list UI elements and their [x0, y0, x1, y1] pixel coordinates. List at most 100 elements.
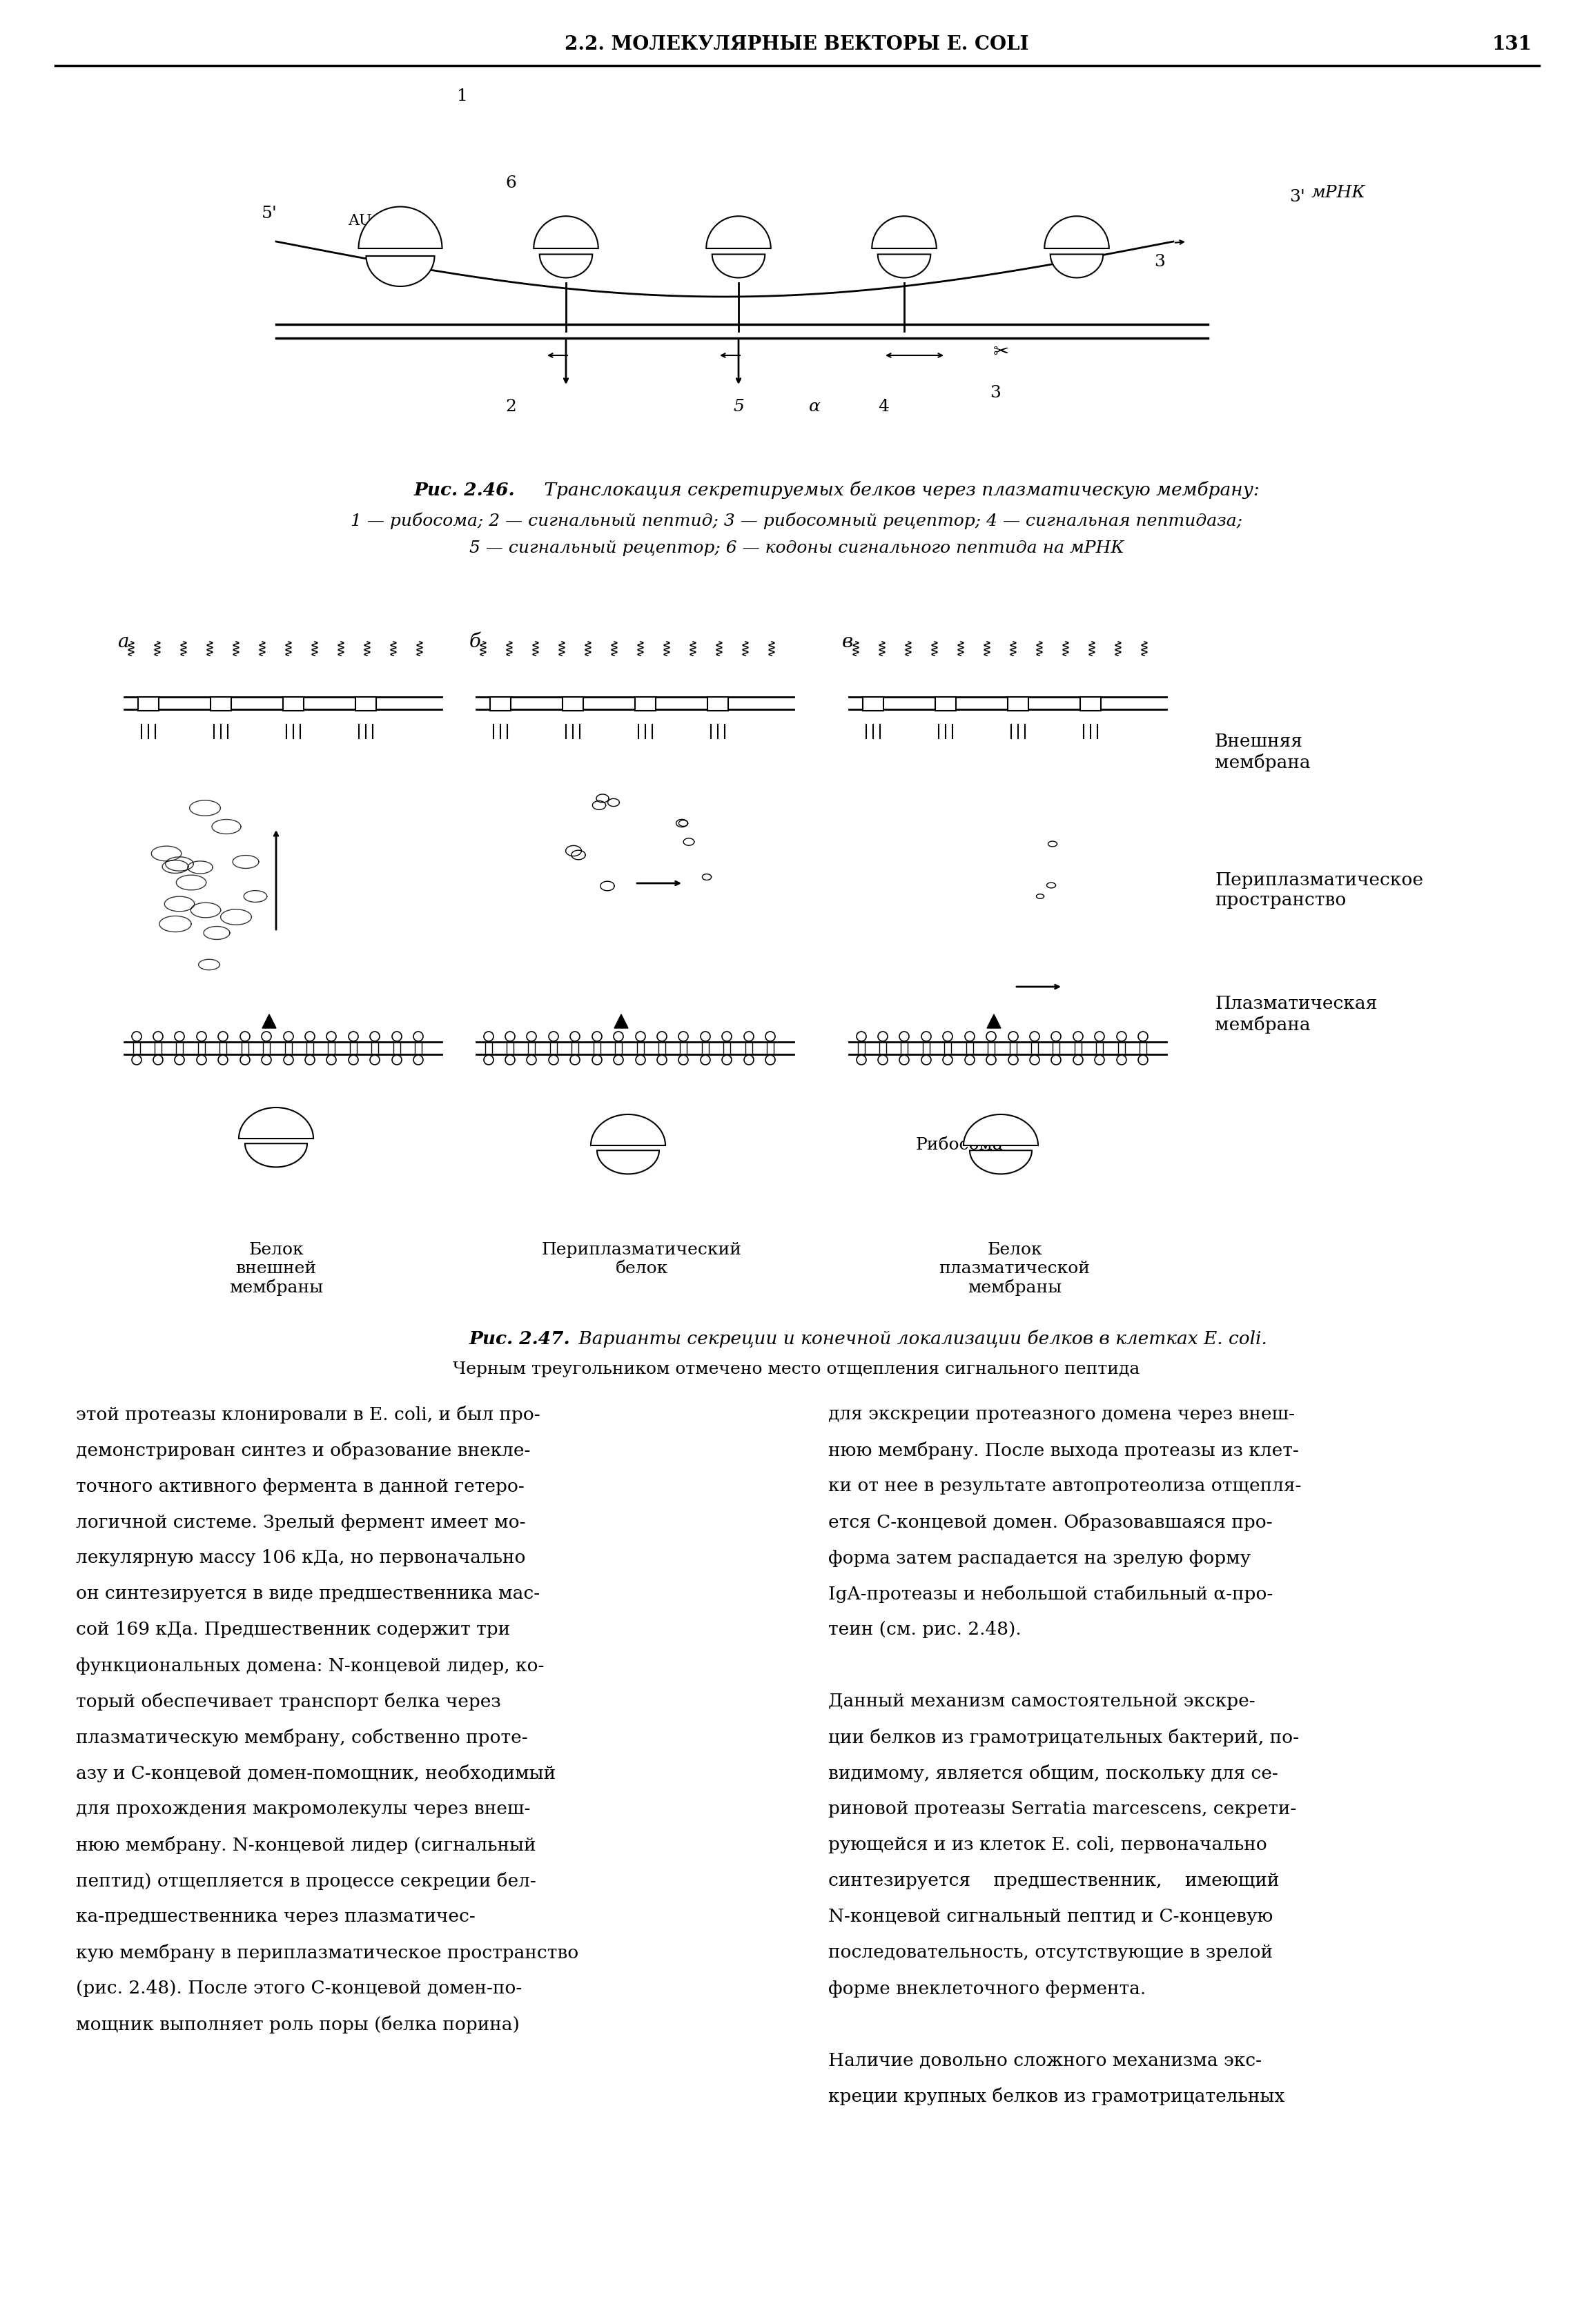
Circle shape [153, 1055, 162, 1064]
Text: 1: 1 [457, 88, 468, 105]
Circle shape [306, 1032, 315, 1041]
Text: в: в [843, 632, 854, 651]
Circle shape [218, 1032, 228, 1041]
Polygon shape [245, 1143, 307, 1167]
Bar [491, 697, 511, 711]
Polygon shape [706, 216, 771, 249]
Circle shape [965, 1032, 975, 1041]
Text: ется C-концевой домен. Образовавшаяся про-: ется C-концевой домен. Образовавшаяся пр… [828, 1513, 1273, 1532]
Text: нюю мембрану. N-концевой лидер (сигнальный: нюю мембрану. N-концевой лидер (сигнальн… [76, 1836, 535, 1855]
Circle shape [241, 1032, 250, 1041]
Text: плазматическую мембрану, собственно проте-: плазматическую мембрану, собственно прот… [76, 1729, 527, 1745]
Text: логичной системе. Зрелый фермент имеет мо-: логичной системе. Зрелый фермент имеет м… [76, 1513, 526, 1532]
Text: мРНК: мРНК [1311, 186, 1365, 202]
Circle shape [593, 1055, 602, 1064]
Text: 5': 5' [261, 207, 277, 221]
Circle shape [261, 1032, 271, 1041]
Text: 2: 2 [505, 400, 516, 416]
Polygon shape [540, 253, 593, 279]
Text: для экскреции протеазного домена через внеш-: для экскреции протеазного домена через в… [828, 1406, 1295, 1422]
Circle shape [943, 1055, 953, 1064]
Circle shape [722, 1032, 731, 1041]
Text: форме внеклеточного фермента.: форме внеклеточного фермента. [828, 1980, 1145, 1996]
Text: ки от нее в результате автопротеолиза отщепля-: ки от нее в результате автопротеолиза от… [828, 1478, 1301, 1494]
Text: Наличие довольно сложного механизма экс-: Наличие довольно сложного механизма экс- [828, 2052, 1262, 2068]
Bar [210, 697, 231, 711]
Circle shape [943, 1032, 953, 1041]
Text: форма затем распадается на зрелую форму: форма затем распадается на зрелую форму [828, 1550, 1251, 1566]
Circle shape [261, 1055, 271, 1064]
Circle shape [548, 1055, 559, 1064]
Circle shape [1074, 1032, 1083, 1041]
Text: функциональных домена: N-концевой лидер, ко-: функциональных домена: N-концевой лидер,… [76, 1657, 545, 1673]
Polygon shape [712, 253, 765, 279]
Text: последовательность, отсутствующие в зрелой: последовательность, отсутствующие в зрел… [828, 1945, 1273, 1961]
Text: для прохождения макромолекулы через внеш-: для прохождения макромолекулы через внеш… [76, 1801, 530, 1817]
Text: рующейся и из клеток E. coli, первоначально: рующейся и из клеток E. coli, первоначал… [828, 1836, 1266, 1855]
Text: Рис. 2.46.: Рис. 2.46. [414, 481, 515, 500]
Text: лекулярную массу 106 кДа, но первоначально: лекулярную массу 106 кДа, но первоначаль… [76, 1550, 526, 1566]
Text: Периплазматическое
пространство: Периплазматическое пространство [1215, 872, 1423, 909]
Circle shape [153, 1032, 162, 1041]
Circle shape [505, 1032, 515, 1041]
Text: синтезируется    предшественник,    имеющий: синтезируется предшественник, имеющий [828, 1873, 1279, 1889]
Polygon shape [1045, 216, 1109, 249]
Bar [139, 697, 159, 711]
Text: видимому, является общим, поскольку для се-: видимому, является общим, поскольку для … [828, 1764, 1278, 1783]
Polygon shape [534, 216, 599, 249]
Circle shape [392, 1055, 401, 1064]
Text: 3: 3 [989, 386, 1000, 402]
Text: демонстрирован синтез и образование внекле-: демонстрирован синтез и образование внек… [76, 1441, 530, 1459]
Circle shape [527, 1055, 537, 1064]
Polygon shape [871, 216, 937, 249]
Text: ✂: ✂ [992, 342, 1008, 363]
Circle shape [1029, 1032, 1040, 1041]
Circle shape [1137, 1032, 1149, 1041]
Circle shape [1137, 1055, 1149, 1064]
Circle shape [613, 1032, 623, 1041]
Text: Данный механизм самостоятельной экскре-: Данный механизм самостоятельной экскре- [828, 1692, 1255, 1710]
Circle shape [370, 1032, 379, 1041]
Text: Варианты секреции и конечной локализации белков в клетках E. coli.: Варианты секреции и конечной локализации… [573, 1329, 1266, 1348]
Text: N-концевой сигнальный пептид и C-концевую: N-концевой сигнальный пептид и C-концеву… [828, 1908, 1273, 1927]
Circle shape [986, 1032, 996, 1041]
Circle shape [656, 1055, 667, 1064]
Circle shape [196, 1055, 207, 1064]
Polygon shape [970, 1150, 1032, 1174]
Text: 5: 5 [733, 400, 744, 416]
Circle shape [744, 1055, 753, 1064]
Circle shape [636, 1055, 645, 1064]
Circle shape [284, 1032, 293, 1041]
Polygon shape [597, 1150, 660, 1174]
Circle shape [392, 1032, 401, 1041]
Circle shape [766, 1055, 776, 1064]
Bar [562, 697, 583, 711]
Text: 4: 4 [878, 400, 889, 416]
Text: Белок
плазматической
мембраны: Белок плазматической мембраны [938, 1241, 1090, 1297]
Circle shape [306, 1055, 315, 1064]
Text: Черным треугольником отмечено место отщепления сигнального пептида: Черным треугольником отмечено место отще… [452, 1362, 1141, 1378]
Circle shape [327, 1032, 336, 1041]
Circle shape [349, 1055, 358, 1064]
Circle shape [1117, 1032, 1126, 1041]
Circle shape [349, 1032, 358, 1041]
Circle shape [857, 1055, 867, 1064]
Text: 1 — рибосома; 2 — сигнальный пептид; 3 — рибосомный рецептор; 4 — сигнальная пеп: 1 — рибосома; 2 — сигнальный пептид; 3 —… [350, 514, 1243, 530]
Polygon shape [615, 1013, 628, 1027]
Circle shape [1008, 1032, 1018, 1041]
Text: ции белков из грамотрицательных бактерий, по-: ции белков из грамотрицательных бактерий… [828, 1729, 1298, 1745]
Text: азу и C-концевой домен-помощник, необходимый: азу и C-концевой домен-помощник, необход… [76, 1764, 556, 1783]
Text: торый обеспечивает транспорт белка через: торый обеспечивает транспорт белка через [76, 1692, 500, 1710]
Circle shape [1051, 1055, 1061, 1064]
Circle shape [593, 1032, 602, 1041]
Circle shape [701, 1055, 710, 1064]
Circle shape [132, 1032, 142, 1041]
Text: этой протеазы клонировали в E. coli, и был про-: этой протеазы клонировали в E. coli, и б… [76, 1406, 540, 1425]
Circle shape [1051, 1032, 1061, 1041]
Circle shape [175, 1032, 185, 1041]
Text: AUG: AUG [347, 214, 384, 228]
Text: 3': 3' [1290, 188, 1306, 205]
Text: кую мембрану в периплазматическое пространство: кую мембрану в периплазматическое простр… [76, 1943, 578, 1961]
Text: а: а [118, 632, 129, 651]
Circle shape [1094, 1032, 1104, 1041]
